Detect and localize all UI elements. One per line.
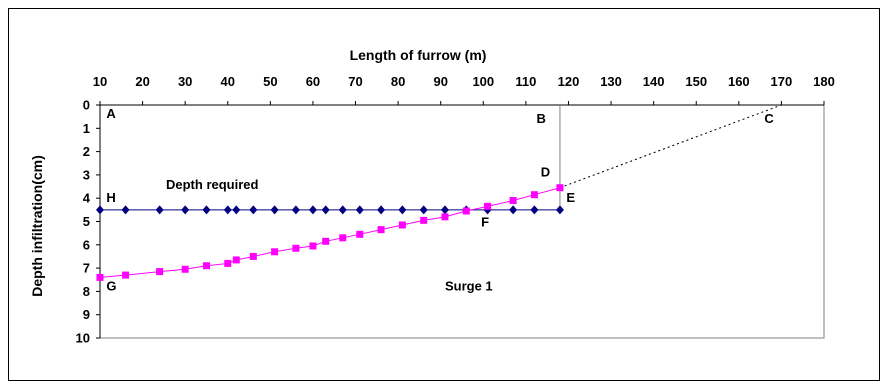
y-axis-title: Depth infiltration(cm) (29, 155, 45, 297)
y-tick-label: 1 (83, 121, 90, 136)
annotation-c: C (764, 111, 774, 126)
surge-1-line (99, 187, 561, 278)
surge-1-point (224, 259, 232, 267)
y-tick-label: 6 (83, 237, 90, 252)
surge-1-point (509, 197, 517, 205)
surge-1-point (484, 202, 492, 210)
depth-required-point (291, 205, 300, 215)
surge-1-point (530, 191, 538, 199)
y-tick-label: 3 (83, 167, 90, 182)
x-tick-label: 50 (263, 74, 277, 89)
x-tick-label: 10 (93, 74, 107, 89)
annotation-h: H (106, 190, 115, 205)
surge-1-point (309, 242, 317, 250)
extrapolation-line (559, 104, 782, 189)
surge-1-point (398, 221, 406, 229)
y-tick-label: 9 (83, 307, 90, 322)
depth-required-point (155, 205, 164, 215)
x-tick-label: 130 (600, 74, 622, 89)
annotation-a: A (106, 106, 116, 121)
depth-required-point (338, 205, 347, 215)
x-tick-label: 140 (643, 74, 665, 89)
surge-1-point (271, 248, 279, 256)
surge-1-point (181, 265, 189, 273)
y-tick-label: 8 (83, 284, 90, 299)
y-tick-label: 0 (83, 98, 90, 113)
surge-1-point (156, 268, 164, 276)
surge-1-point (441, 213, 449, 221)
depth-required-point (232, 205, 241, 215)
annotation-f: F (481, 215, 489, 230)
x-tick-label: 80 (391, 74, 405, 89)
annotation-depth-required: Depth required (166, 177, 259, 192)
x-tick-label: 170 (771, 74, 793, 89)
y-tick-label: 5 (83, 214, 90, 229)
surge-1-point (356, 230, 364, 238)
depth-required-point (202, 205, 211, 215)
y-tick-label: 4 (83, 191, 91, 206)
surge-1-point (377, 226, 385, 234)
x-tick-label: 30 (178, 74, 192, 89)
surge-1-point (339, 234, 347, 242)
depth-required-point (121, 205, 130, 215)
depth-required-point (181, 205, 190, 215)
plot-area: 10 20 30 40 50 60 70 80 90 100 110 120 130 140 150 160 1… (76, 74, 835, 346)
x-tick-label: 60 (306, 74, 320, 89)
x-tick-label: 150 (685, 74, 707, 89)
x-tick-label: 180 (813, 74, 835, 89)
surge-1-point (322, 237, 330, 245)
surge-1-point (420, 216, 428, 224)
y-tick-label: 7 (83, 261, 90, 276)
x-tick-label: 110 (515, 74, 536, 89)
surge-1-point (122, 271, 130, 279)
surge-1-point (556, 184, 564, 192)
surge-1-point (202, 262, 210, 270)
y-tick-label: 10 (76, 331, 90, 346)
annotation-e: E (566, 190, 575, 205)
depth-required-point (398, 205, 407, 215)
annotation-g: G (106, 279, 116, 294)
depth-required-point (270, 205, 279, 215)
depth-required-point (440, 205, 449, 215)
x-tick-label: 70 (348, 74, 362, 89)
x-tick-label: 160 (728, 74, 750, 89)
x-tick-label: 100 (472, 74, 494, 89)
depth-required-point (308, 205, 317, 215)
x-tick-label: 40 (221, 74, 235, 89)
depth-required-point (377, 205, 386, 215)
depth-required-point (355, 205, 364, 215)
x-axis-title: Length of furrow (m) (350, 47, 487, 63)
depth-required-point (321, 205, 330, 215)
depth-required-point (249, 205, 258, 215)
surge-1-point (249, 252, 257, 260)
x-tick-label: 90 (433, 74, 447, 89)
x-tick-label: 120 (558, 74, 580, 89)
x-tick-label: 20 (135, 74, 149, 89)
y-tick-label: 2 (83, 144, 90, 159)
surge-1-point (96, 273, 104, 281)
surge-1-point (462, 207, 470, 215)
plot-border (99, 104, 825, 339)
depth-required-point (530, 205, 539, 215)
annotation-surge-1: Surge 1 (445, 279, 493, 294)
annotation-d: D (541, 164, 550, 179)
depth-required-point (223, 205, 232, 215)
depth-required-point (555, 205, 564, 215)
depth-required-point (96, 205, 104, 215)
surge-1-point (232, 256, 240, 264)
annotation-b: B (537, 111, 546, 126)
surge-1-point (292, 244, 300, 252)
depth-required-point (509, 205, 518, 215)
chart-frame: Length of furrow (m) Depth infiltration(… (8, 8, 880, 381)
depth-required-point (419, 205, 428, 215)
depth-infiltration-chart: Length of furrow (m) Depth infiltration(… (29, 47, 835, 346)
